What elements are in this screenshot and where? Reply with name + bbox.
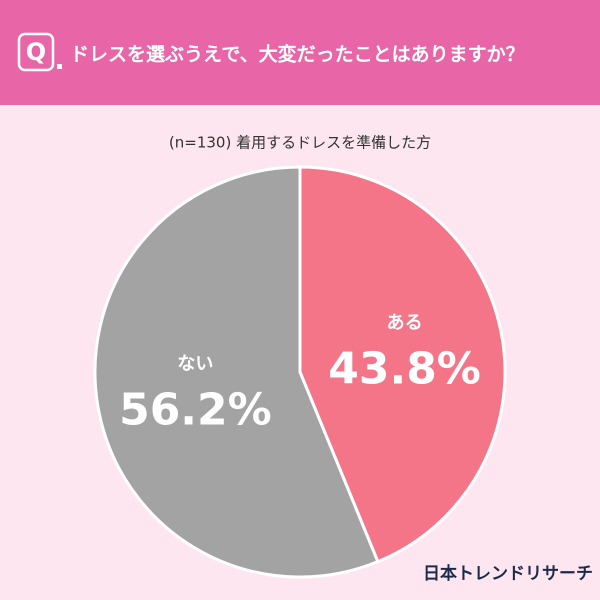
q-box	[17, 32, 55, 72]
pie-slice	[93, 165, 380, 579]
pie: ある 43.8% ない 56.2%	[93, 165, 507, 579]
slice-category-label: ない	[177, 354, 213, 375]
q-dot	[57, 64, 62, 69]
slice-value-label: 43.8%	[328, 343, 481, 394]
header-band	[0, 0, 600, 105]
chart-title: ドレスを選ぶうえで、大変だったことはありますか？	[70, 43, 525, 66]
brand: 日本トレンドリサーチ	[423, 563, 593, 584]
pie-slice	[298, 165, 507, 564]
chart-subtitle: (n=130) 着用するドレスを準備した方	[169, 134, 431, 152]
slice-value-label: 56.2%	[119, 385, 272, 436]
slice-category-label: ある	[387, 312, 423, 333]
q-letter: Q	[26, 38, 46, 66]
